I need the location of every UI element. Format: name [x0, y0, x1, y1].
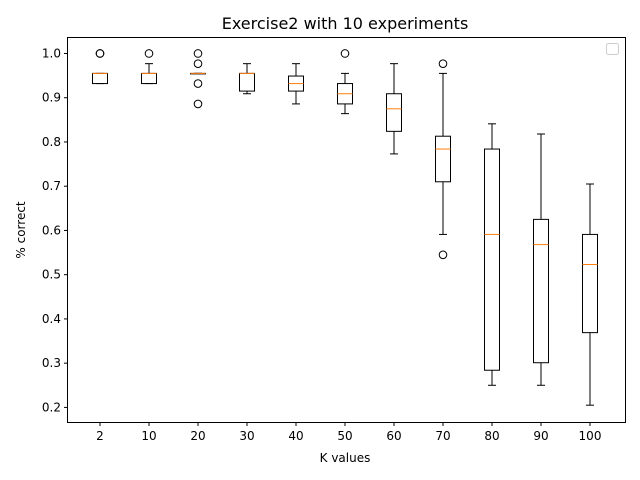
outlier-point [193, 49, 203, 58]
y-axis-label: % correct [14, 201, 28, 259]
box-body [582, 233, 598, 334]
x-tick-label: 70 [435, 429, 450, 443]
y-tick-label: 0.5 [42, 268, 61, 282]
x-tick-label: 100 [579, 429, 602, 443]
box-2 [92, 49, 108, 85]
y-tick-label: 0.9 [42, 91, 61, 105]
box-100 [582, 183, 598, 406]
box-body [533, 218, 549, 364]
x-tick-label: 40 [288, 429, 303, 443]
x-tick-label: 2 [96, 429, 104, 443]
box-body [484, 148, 500, 371]
outlier-point [340, 49, 350, 58]
box-20 [190, 49, 206, 109]
box-40 [288, 63, 304, 105]
y-tick-label: 0.3 [42, 356, 61, 370]
outlier-point [193, 79, 203, 88]
y-tick-label: 0.2 [42, 400, 61, 414]
outlier-point [95, 49, 105, 58]
outlier-point [438, 59, 448, 68]
plot-marks [92, 49, 598, 406]
box-10 [141, 49, 157, 85]
y-tick-label: 1.0 [42, 46, 61, 60]
outlier-point [144, 49, 154, 58]
plot-frame [67, 37, 626, 423]
box-body [386, 93, 402, 132]
box-30 [239, 63, 255, 95]
x-axis-label: K values [320, 451, 371, 465]
y-tick-label: 0.8 [42, 135, 61, 149]
y-axis: 0.2 0.3 0.4 0.5 0.6 0.7 0.8 0.9 1.0 [42, 46, 68, 414]
x-tick-label: 90 [533, 429, 548, 443]
box-50 [337, 49, 353, 115]
outlier-point [438, 250, 448, 260]
chart-title: Exercise2 with 10 experiments [222, 14, 469, 33]
x-tick-label: 10 [141, 429, 156, 443]
x-tick-label: 60 [386, 429, 401, 443]
box-90 [533, 133, 549, 386]
outlier-point [193, 59, 203, 68]
x-tick-label: 80 [484, 429, 499, 443]
box-80 [484, 123, 500, 386]
y-tick-label: 0.4 [42, 312, 61, 326]
x-tick-label: 50 [337, 429, 352, 443]
x-tick-label: 20 [190, 429, 205, 443]
y-tick-label: 0.6 [42, 223, 61, 237]
y-tick-label: 0.7 [42, 179, 61, 193]
box-70 [435, 59, 451, 260]
legend-box [606, 43, 619, 55]
box-60 [386, 63, 402, 155]
x-tick-label: 30 [239, 429, 254, 443]
outlier-point [193, 99, 203, 109]
box-body [435, 135, 451, 183]
